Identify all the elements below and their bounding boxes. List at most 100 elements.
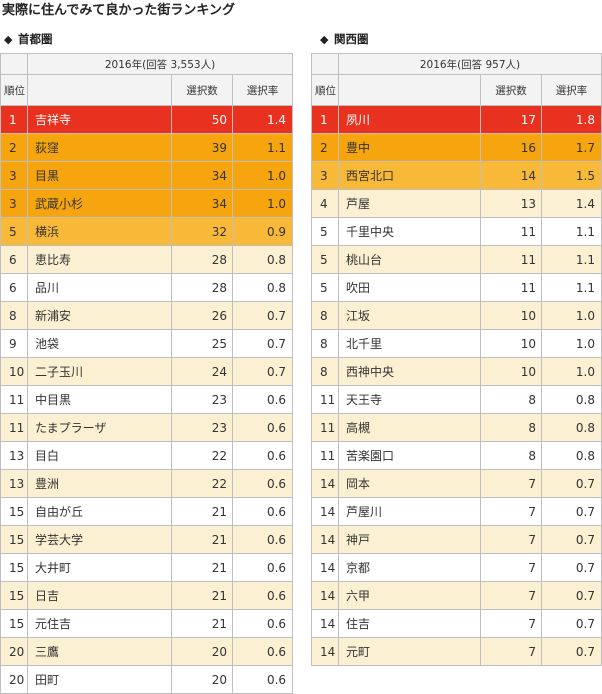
survey-row: 2016年(回答 3,553人) (0, 53, 294, 75)
rate-cell: 0.9 (231, 217, 294, 246)
rank-cell: 11 (311, 441, 339, 470)
rank-cell: 1 (0, 105, 28, 134)
table-row: 3 目黒 34 1.0 (0, 161, 294, 190)
rate-cell: 0.8 (231, 245, 294, 274)
rate-cell: 1.7 (541, 133, 602, 162)
rate-cell: 0.8 (541, 413, 602, 442)
rate-cell: 0.6 (231, 525, 294, 554)
table-row: 20 三鷹 20 0.6 (0, 637, 294, 666)
table-row: 14 六甲 7 0.7 (311, 581, 602, 610)
town-cell: 江坂 (338, 301, 481, 330)
rank-cell: 3 (311, 161, 339, 190)
tokyo-section-heading: ◆ 首都圏 (4, 29, 53, 49)
town-cell: 西神中央 (338, 357, 481, 386)
rank-cell: 11 (311, 385, 339, 414)
rate-cell: 0.7 (541, 581, 602, 610)
town-cell: 横浜 (27, 217, 172, 246)
rank-cell: 14 (311, 581, 339, 610)
table-row: 15 自由が丘 21 0.6 (0, 497, 294, 526)
votes-cell: 17 (480, 105, 542, 134)
rank-cell: 13 (0, 469, 28, 498)
table-row: 13 豊洲 22 0.6 (0, 469, 294, 498)
rate-cell: 0.8 (541, 441, 602, 470)
rate-cell: 1.0 (541, 301, 602, 330)
votes-cell: 10 (480, 329, 542, 358)
rate-cell: 0.6 (231, 609, 294, 638)
town-cell: 中目黒 (27, 385, 172, 414)
rate-cell: 0.7 (541, 637, 602, 666)
town-cell: 岡本 (338, 469, 481, 498)
rank-cell: 5 (311, 217, 339, 246)
rank-cell: 11 (0, 413, 28, 442)
rate-cell: 0.6 (231, 665, 294, 694)
votes-cell: 7 (480, 553, 542, 582)
rank-cell: 1 (311, 105, 339, 134)
town-cell: 池袋 (27, 329, 172, 358)
table-row: 2 豊中 16 1.7 (311, 133, 602, 162)
rate-column-header: 選択率 (541, 74, 602, 106)
votes-cell: 7 (480, 581, 542, 610)
table-row: 6 恵比寿 28 0.8 (0, 245, 294, 274)
rank-cell: 15 (0, 525, 28, 554)
votes-cell: 8 (480, 413, 542, 442)
rank-cell: 15 (0, 609, 28, 638)
town-cell: 芦屋川 (338, 497, 481, 526)
table-row: 9 池袋 25 0.7 (0, 329, 294, 358)
table-row: 1 夙川 17 1.8 (311, 105, 602, 134)
town-cell: 武蔵小杉 (27, 189, 172, 218)
rank-cell: 5 (0, 217, 28, 246)
rate-cell: 1.8 (541, 105, 602, 134)
town-cell: 自由が丘 (27, 497, 172, 526)
table-row: 15 大井町 21 0.6 (0, 553, 294, 582)
town-cell: 二子玉川 (27, 357, 172, 386)
rate-cell: 1.5 (541, 161, 602, 190)
votes-cell: 28 (171, 273, 233, 302)
town-cell: 新浦安 (27, 301, 172, 330)
rank-cell: 14 (311, 497, 339, 526)
votes-column-header: 選択数 (480, 74, 542, 106)
survey-label: 2016年(回答 957人) (338, 53, 602, 75)
rate-column-header: 選択率 (231, 74, 294, 106)
survey-label: 2016年(回答 3,553人) (26, 53, 294, 75)
town-cell: 元住吉 (27, 609, 172, 638)
town-cell: 住吉 (338, 609, 481, 638)
town-cell: 日吉 (27, 581, 172, 610)
votes-cell: 21 (171, 525, 233, 554)
kansai-ranking-table: 2016年(回答 957人) 順位 選択数 選択率 1 夙川 17 1.8 2 豊中 16 1… (311, 53, 602, 666)
table-row: 10 二子玉川 24 0.7 (0, 357, 294, 386)
rank-cell: 8 (311, 357, 339, 386)
rank-column-header: 順位 (311, 74, 339, 106)
rate-cell: 1.0 (541, 329, 602, 358)
rate-cell: 0.6 (231, 637, 294, 666)
rate-cell: 1.1 (541, 245, 602, 274)
town-cell: 田町 (27, 665, 172, 694)
table-header-row: 順位 選択数 選択率 (0, 74, 294, 106)
rank-cell: 15 (0, 497, 28, 526)
survey-row: 2016年(回答 957人) (311, 53, 602, 75)
town-cell: 神戸 (338, 525, 481, 554)
table-row: 14 京都 7 0.7 (311, 553, 602, 582)
table-row: 2 荻窪 39 1.1 (0, 133, 294, 162)
votes-cell: 20 (171, 637, 233, 666)
table-header-row: 順位 選択数 選択率 (311, 74, 602, 106)
town-cell: 芦屋 (338, 189, 481, 218)
votes-cell: 14 (480, 161, 542, 190)
rate-cell: 0.6 (231, 441, 294, 470)
table-row: 15 日吉 21 0.6 (0, 581, 294, 610)
rank-cell: 3 (0, 161, 28, 190)
table-row: 3 西宮北口 14 1.5 (311, 161, 602, 190)
rank-cell: 5 (311, 273, 339, 302)
town-cell: 豊洲 (27, 469, 172, 498)
rate-cell: 1.1 (541, 273, 602, 302)
table-row: 13 目白 22 0.6 (0, 441, 294, 470)
rate-cell: 1.1 (541, 217, 602, 246)
rate-cell: 0.7 (541, 469, 602, 498)
table-row: 20 田町 20 0.6 (0, 665, 294, 694)
table-row: 11 苦楽園口 8 0.8 (311, 441, 602, 470)
rate-cell: 0.6 (231, 469, 294, 498)
rate-cell: 1.4 (541, 189, 602, 218)
table-row: 15 学芸大学 21 0.6 (0, 525, 294, 554)
town-cell: 品川 (27, 273, 172, 302)
votes-cell: 22 (171, 469, 233, 498)
votes-cell: 23 (171, 413, 233, 442)
